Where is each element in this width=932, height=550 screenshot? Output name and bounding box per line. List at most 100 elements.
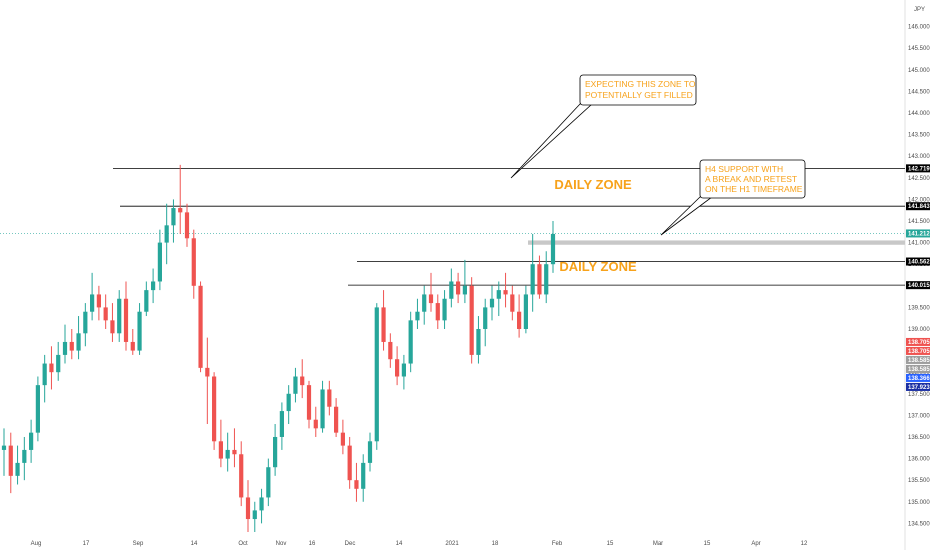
level-price-tag-text: 140.562 (908, 260, 930, 266)
time-axis: Aug 17 Sep 14 Oct Nov 16 Dec 14 2021 18 Feb 15 Mar 15 A… (31, 541, 808, 547)
x-tick-label: 17 (83, 541, 90, 547)
y-tick-label: 141.500 (908, 219, 930, 225)
candle-body (347, 445, 352, 481)
candle-body (62, 341, 68, 355)
candle-body (239, 454, 244, 498)
indicator-price-tag (906, 337, 930, 346)
x-tick-label: Mar (653, 541, 663, 547)
candle-body (517, 311, 522, 329)
candle-body (367, 441, 373, 463)
candle-body (279, 411, 284, 437)
candle-body (1, 445, 7, 450)
candle-body (96, 294, 101, 308)
y-tick-label: 136.500 (908, 435, 930, 441)
x-tick-label: Sep (133, 541, 144, 547)
daily-zone-top-label: DAILY ZONE (554, 177, 632, 192)
callout-fill-box (579, 74, 697, 106)
candle-body (422, 294, 427, 312)
level-price-tag-text: 142.719 (908, 166, 930, 172)
y-tick-label: 134.500 (908, 521, 930, 527)
candle-body (35, 385, 40, 433)
candle-body (361, 462, 366, 489)
callout-h4: H4 SUPPORT WITH A BREAK AND RETEST ON TH… (660, 159, 806, 236)
candle-body (144, 290, 149, 312)
candle-body (550, 233, 556, 265)
y-tick-label: 135.000 (908, 500, 930, 506)
candle-body (435, 303, 440, 321)
candle-body (286, 393, 291, 412)
candle-body (184, 212, 190, 239)
callout-h4-line2: A BREAK AND RETEST (705, 174, 797, 184)
x-tick-label: Apr (751, 541, 760, 547)
candle-body (157, 242, 162, 282)
candle-body (510, 294, 515, 312)
candle-body (151, 281, 156, 291)
candle-body (15, 462, 20, 476)
x-tick-label: 14 (191, 541, 198, 547)
candle-body (381, 307, 386, 342)
candle-body (300, 376, 305, 386)
level-price-tag (906, 164, 930, 173)
candle-body (428, 294, 434, 304)
x-tick-label: 12 (801, 541, 808, 547)
candle-body (266, 467, 271, 498)
level-price-tag (906, 281, 930, 290)
candle-body (313, 419, 318, 429)
candle-body (273, 436, 278, 468)
y-tick-label: 137.500 (908, 392, 930, 398)
x-tick-label: Nov (276, 541, 287, 547)
candle-body (374, 307, 379, 442)
symbol-label: JPY (914, 7, 925, 13)
candle-body (449, 281, 454, 299)
y-tick-label: 139.500 (908, 305, 930, 311)
candle-body (49, 363, 54, 373)
candle-body (205, 367, 210, 377)
candle-body (164, 225, 169, 243)
candle-body (395, 359, 400, 377)
support-band-rect (528, 240, 905, 245)
candle-body (103, 307, 108, 321)
y-tick-label: 143.500 (908, 133, 930, 139)
candle-body (354, 480, 359, 489)
callout-h4-box (699, 159, 806, 199)
indicator-price-tag-text: 138.705 (908, 340, 930, 346)
level-price-tag-text: 140.015 (908, 283, 930, 289)
candle-body (42, 363, 47, 386)
level-price-tag-text: 141.843 (908, 204, 930, 210)
indicator-price-tag-text: 138.366 (908, 376, 930, 382)
indicator-price-tag-text: 137.923 (908, 385, 930, 391)
x-tick-label: Feb (552, 541, 563, 547)
candle-body (408, 320, 413, 364)
candle-body (476, 328, 481, 355)
x-tick-label: 2021 (445, 541, 459, 547)
y-tick-label: 145.000 (908, 68, 930, 74)
x-tick-label: 15 (704, 541, 711, 547)
candle-body (178, 208, 183, 213)
candle-body (110, 320, 115, 334)
candle-body (523, 294, 528, 329)
y-tick-label: 144.000 (908, 111, 930, 117)
candle-body (469, 285, 474, 355)
y-tick-label: 142.000 (908, 197, 930, 203)
callout-fill: EXPECTING THIS ZONE TO POTENTIALLY GET F… (510, 74, 697, 179)
y-tick-label: 135.500 (908, 478, 930, 484)
candle-body (503, 290, 508, 295)
candle-body (29, 432, 34, 450)
x-tick-label: Oct (238, 541, 248, 547)
daily-zone-bottom-label: DAILY ZONE (559, 259, 637, 274)
y-tick-label: 139.000 (908, 327, 930, 333)
candle-body (334, 406, 339, 433)
candle-body (401, 363, 406, 377)
y-tick-label: 145.500 (908, 46, 930, 52)
x-tick-label: 14 (396, 541, 403, 547)
candle-body (320, 389, 325, 429)
indicator-price-tag (906, 355, 930, 364)
x-tick-label: 18 (492, 541, 499, 547)
candle-body (212, 376, 217, 442)
candle-body (90, 294, 95, 312)
indicator-price-tag (906, 373, 930, 382)
candle-body (232, 449, 237, 455)
candle-body (293, 376, 298, 394)
